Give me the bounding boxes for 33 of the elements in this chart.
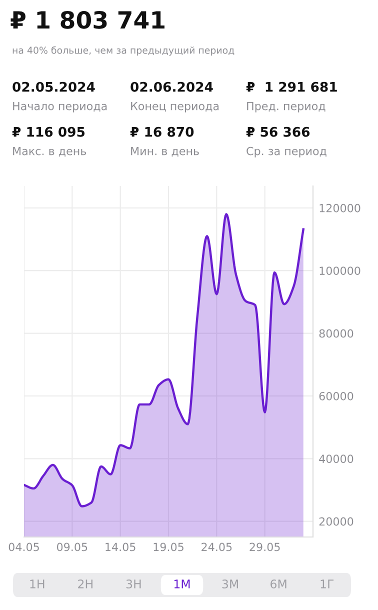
- text: ₽ 116 095: [12, 126, 85, 137]
- chart-subtitle: на 40% больше, чем за предыдущий период: [12, 46, 234, 56]
- y-tick-label: 120000: [320, 204, 360, 212]
- y-tick-label: 40000: [319, 454, 354, 464]
- text: 3М: [222, 579, 238, 588]
- text: Пред. период: [247, 102, 326, 112]
- text: 6М: [270, 579, 286, 588]
- text: 3Н: [126, 579, 141, 588]
- text: Конец периода: [131, 102, 219, 112]
- text: Макс. в день: [13, 146, 86, 157]
- text: 2Н: [78, 579, 92, 588]
- x-tick-label: 29.05: [250, 542, 280, 552]
- y-tick-label: 80000: [319, 329, 354, 338]
- text: 1Н: [30, 580, 44, 588]
- x-tick-label: 14.05: [106, 542, 136, 552]
- x-tick-label: 19.05: [154, 542, 184, 552]
- chart-title: ₽ 1 803 741: [10, 10, 164, 29]
- x-tick-label: 24.05: [202, 542, 232, 552]
- x-tick-label: 09.05: [56, 542, 88, 552]
- text: ₽ 56 366: [246, 126, 310, 137]
- y-tick-label: 20000: [319, 517, 354, 526]
- text: ₽ 16 870: [130, 126, 194, 137]
- x-tick-label: 04.05: [8, 542, 39, 552]
- text: 02.05.2024: [12, 82, 95, 92]
- text: Мин. в день: [131, 146, 199, 157]
- text: Начало периода: [13, 102, 107, 112]
- y-tick-label: 60000: [319, 392, 354, 400]
- text: 02.06.2024: [130, 82, 213, 92]
- text: 1М: [174, 580, 190, 588]
- text: ₽ 1 291 681: [246, 82, 337, 92]
- text: Ср. за период: [246, 146, 326, 158]
- text: 1Г: [320, 580, 334, 588]
- y-tick-label: 100000: [320, 266, 360, 275]
